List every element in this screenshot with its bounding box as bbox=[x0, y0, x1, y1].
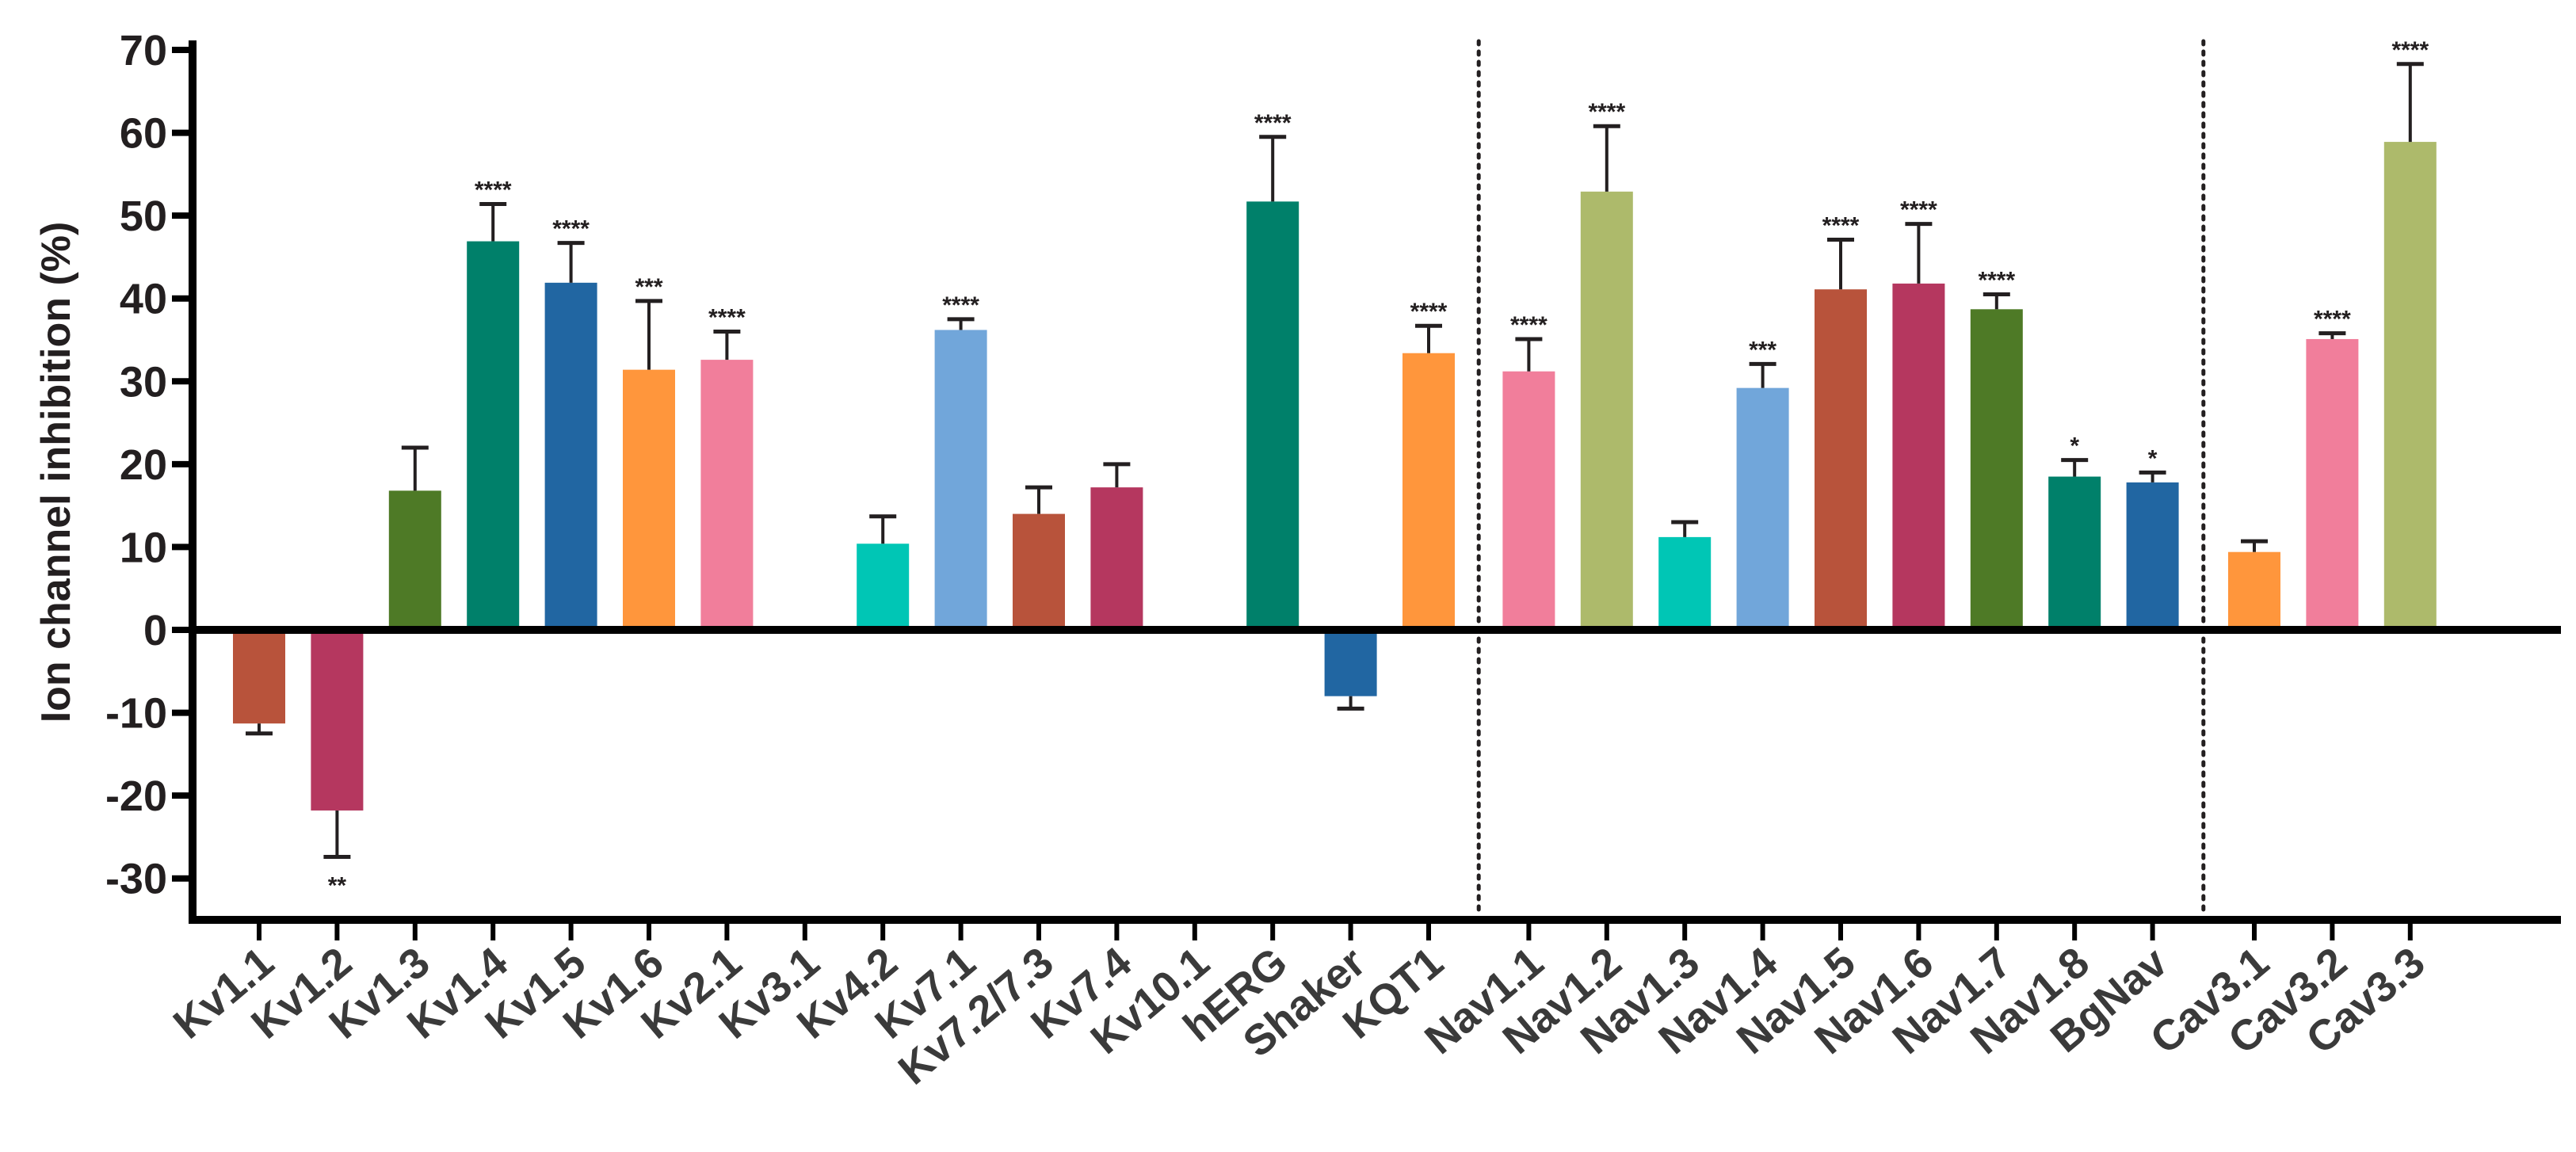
bar-Nav1.1 bbox=[1502, 371, 1555, 630]
significance-label: **** bbox=[1410, 299, 1448, 325]
bar-Cav3.2 bbox=[2306, 338, 2359, 630]
bar-Kv1.5 bbox=[544, 282, 597, 630]
bar-Cav3.1 bbox=[2228, 551, 2280, 630]
significance-label: ** bbox=[328, 873, 347, 899]
significance-label: **** bbox=[2314, 307, 2351, 333]
significance-label: **** bbox=[1254, 110, 1292, 136]
y-tick-label: 50 bbox=[120, 193, 167, 240]
bar-Nav1.5 bbox=[1815, 289, 1867, 630]
bar-Nav1.4 bbox=[1736, 387, 1789, 630]
y-tick-label: 40 bbox=[120, 276, 167, 323]
bar-Nav1.2 bbox=[1580, 191, 1633, 630]
bar-Nav1.3 bbox=[1658, 536, 1712, 630]
significance-label: *** bbox=[1749, 337, 1776, 363]
significance-label: * bbox=[2070, 433, 2079, 460]
significance-label: * bbox=[2148, 445, 2158, 471]
bar-Kv1.3 bbox=[388, 490, 441, 630]
y-tick-label: 10 bbox=[120, 524, 167, 571]
significance-label: **** bbox=[1588, 99, 1625, 125]
bar-Kv1.2 bbox=[311, 630, 364, 811]
significance-label: **** bbox=[475, 177, 512, 204]
significance-label: **** bbox=[552, 216, 590, 242]
y-tick-label: 20 bbox=[120, 441, 167, 489]
y-tick-label: 30 bbox=[120, 358, 167, 406]
bar-Kv7.4 bbox=[1090, 487, 1143, 630]
bar-Kv1.6 bbox=[623, 369, 675, 630]
significance-label: **** bbox=[2391, 37, 2429, 63]
significance-label: **** bbox=[708, 305, 746, 331]
y-tick-label: 0 bbox=[143, 607, 167, 654]
bar-Nav1.6 bbox=[1892, 283, 1945, 630]
y-tick-label: -30 bbox=[105, 856, 167, 903]
bar-Kv4.2 bbox=[857, 544, 910, 630]
bar-Kv1.1 bbox=[233, 630, 285, 724]
significance-label: **** bbox=[942, 292, 979, 319]
bar-Kv7.1 bbox=[934, 330, 987, 630]
significance-label: **** bbox=[1900, 197, 1937, 223]
bar-Cav3.3 bbox=[2383, 142, 2437, 630]
bar-KQT1 bbox=[1402, 353, 1455, 630]
bar-Nav1.7 bbox=[1970, 309, 2023, 630]
significance-label: *** bbox=[635, 274, 662, 300]
bar-Kv7.2/7.3 bbox=[1013, 513, 1065, 630]
bar-hERG bbox=[1246, 201, 1299, 630]
chart-root: Ion channel inhibition (%) *************… bbox=[33, 27, 2561, 1094]
bar-Nav1.8 bbox=[2048, 476, 2101, 630]
bar-Kv2.1 bbox=[700, 360, 754, 630]
bar-Shaker bbox=[1324, 630, 1377, 696]
y-tick-label: -20 bbox=[105, 772, 167, 820]
bar-BgNav bbox=[2126, 482, 2179, 630]
y-tick-label: -10 bbox=[105, 690, 167, 738]
significance-label: **** bbox=[1510, 312, 1548, 338]
significance-label: **** bbox=[1822, 212, 1860, 238]
significance-label: **** bbox=[1978, 267, 2015, 293]
bar-Kv1.4 bbox=[467, 241, 520, 630]
y-axis-label: Ion channel inhibition (%) bbox=[33, 222, 79, 723]
y-tick-label: 60 bbox=[120, 110, 167, 158]
y-tick-label: 70 bbox=[120, 27, 167, 74]
